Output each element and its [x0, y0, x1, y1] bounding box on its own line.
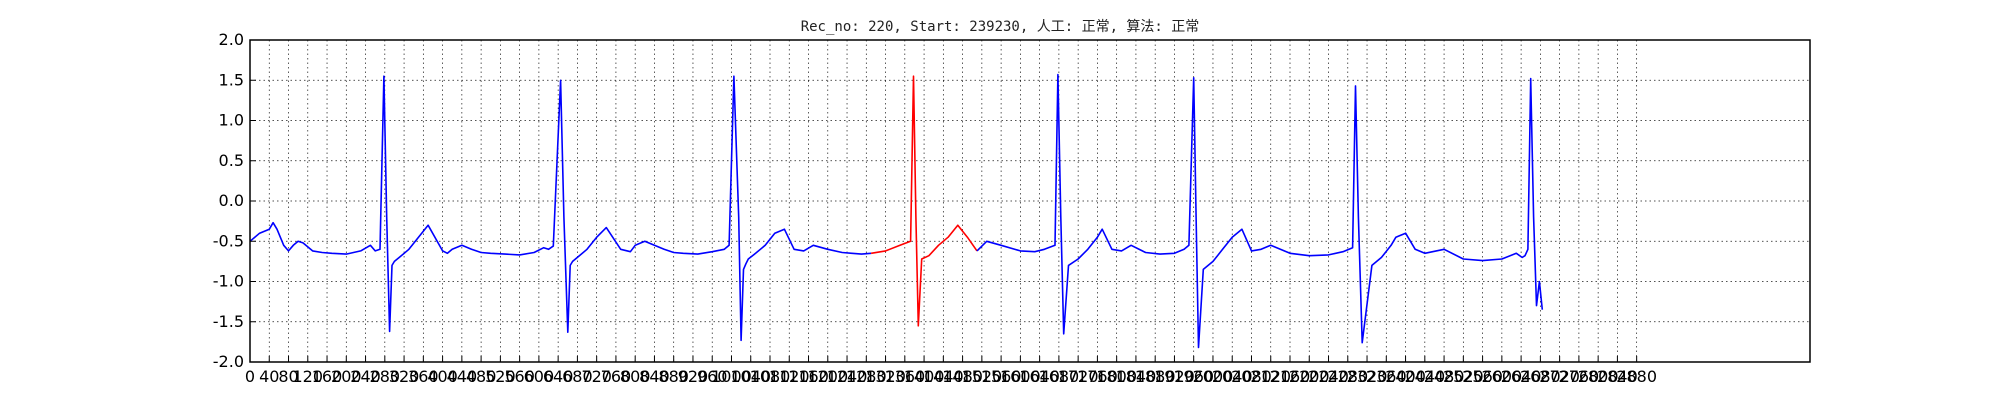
x-tick-label: 2720: [1539, 367, 1580, 386]
x-tick-label: 520: [485, 367, 516, 386]
x-tick-label: 2840: [1597, 367, 1638, 386]
x-tick-label: 760: [601, 367, 632, 386]
x-tick-label: 400: [427, 367, 458, 386]
x-tick-label: 1920: [1154, 367, 1195, 386]
x-tick-label: 1280: [846, 367, 887, 386]
x-tick-label: 1360: [884, 367, 925, 386]
x-tick-label: 1400: [904, 367, 945, 386]
x-tick-label: 720: [581, 367, 612, 386]
x-tick-label: 1240: [827, 367, 868, 386]
x-tick-label: 80: [278, 367, 298, 386]
x-tick-label: 160: [312, 367, 343, 386]
x-tick-label: 1040: [730, 367, 771, 386]
y-tick-label: 1.5: [219, 70, 244, 89]
x-tick-label: 1600: [1000, 367, 1041, 386]
y-tick-label: -1.5: [213, 312, 244, 331]
x-tick-label: 960: [697, 367, 728, 386]
x-tick-label: 1760: [1077, 367, 1118, 386]
x-tick-label: 480: [466, 367, 497, 386]
y-tick-label: -2.0: [213, 352, 244, 371]
x-tick-label: 440: [447, 367, 478, 386]
x-tick-label: 2440: [1404, 367, 1445, 386]
y-tick-label: -1.0: [213, 272, 244, 291]
x-tick-label: 2040: [1212, 367, 1253, 386]
y-tick-label: -0.5: [213, 231, 244, 250]
x-tick-label: 1320: [865, 367, 906, 386]
x-tick-label: 1720: [1058, 367, 1099, 386]
x-tick-label: 360: [408, 367, 439, 386]
x-tick-label: 320: [389, 367, 420, 386]
x-tick-label: 1960: [1173, 367, 1214, 386]
x-tick-label: 2000: [1193, 367, 1234, 386]
x-tick-label: 2760: [1559, 367, 1600, 386]
x-tick-label: 600: [524, 367, 555, 386]
series-layer: [249, 73, 1544, 349]
x-tick-label: 2640: [1501, 367, 1542, 386]
x-tick-label: 560: [504, 367, 535, 386]
x-tick-label: 800: [620, 367, 651, 386]
x-tick-label: 1560: [981, 367, 1022, 386]
chart-title: Rec_no: 220, Start: 239230, 人工: 正常, 算法: …: [801, 19, 1200, 35]
x-tick-label: 1080: [750, 367, 791, 386]
x-tick-label: 1000: [711, 367, 752, 386]
x-tick-label: 2320: [1347, 367, 1388, 386]
x-tick-label: 880: [658, 367, 689, 386]
x-tick-label: 2280: [1327, 367, 1368, 386]
x-tick-label: 2360: [1366, 367, 1407, 386]
x-tick-label: 2120: [1250, 367, 1291, 386]
x-tick-label: 240: [350, 367, 381, 386]
x-tick-label: 40: [259, 367, 279, 386]
y-axis-ticks: -2.0 -1.5 -1.0 -0.5 0.0 0.5 1.0 1.5 2.0: [213, 30, 256, 371]
x-tick-label: 280: [370, 367, 401, 386]
x-tick-label: 120: [293, 367, 324, 386]
x-tick-label: 2080: [1231, 367, 1272, 386]
y-tick-label: 0.5: [219, 151, 244, 170]
ecg-series-line-0: [249, 75, 872, 342]
x-tick-label: 1200: [807, 367, 848, 386]
x-tick-label: 2560: [1462, 367, 1503, 386]
x-tick-label: 2600: [1481, 367, 1522, 386]
y-tick-label: 1.0: [219, 111, 244, 130]
y-tick-label: 0.0: [219, 191, 244, 210]
x-tick-label: 2200: [1289, 367, 1330, 386]
x-tick-label: 1640: [1019, 367, 1060, 386]
x-tick-label: 2880: [1616, 367, 1657, 386]
x-tick-label: 680: [562, 367, 593, 386]
x-tick-label: 1120: [769, 367, 810, 386]
x-tick-label: 1160: [788, 367, 829, 386]
x-tick-label: 920: [678, 367, 709, 386]
x-tick-label: 2400: [1385, 367, 1426, 386]
x-tick-label: 1440: [923, 367, 964, 386]
x-tick-label: 2160: [1270, 367, 1311, 386]
x-tick-label: 2800: [1578, 367, 1619, 386]
x-tick-label: 2240: [1308, 367, 1349, 386]
x-tick-label: 2680: [1520, 367, 1561, 386]
x-tick-label: 1480: [942, 367, 983, 386]
x-tick-label: 1520: [961, 367, 1002, 386]
x-tick-label: 1880: [1135, 367, 1176, 386]
x-tick-label: 1800: [1096, 367, 1137, 386]
x-axis-ticks: 0 408012016020024028032036040044048052056…: [245, 356, 1657, 386]
x-tick-label: 1840: [1116, 367, 1157, 386]
y-tick-label: 2.0: [219, 30, 244, 49]
x-tick-label: 1680: [1039, 367, 1080, 386]
x-tick-label: 2520: [1443, 367, 1484, 386]
ecg-series-line-2: [976, 73, 1544, 349]
x-tick-label: 2480: [1424, 367, 1465, 386]
ecg-series-highlighted-beat: [870, 75, 978, 327]
x-tick-label: 200: [331, 367, 362, 386]
grid-layer: [250, 40, 1810, 362]
x-tick-label: 840: [639, 367, 670, 386]
x-tick-label: 640: [543, 367, 574, 386]
x-tick-label: 0: [245, 367, 255, 386]
